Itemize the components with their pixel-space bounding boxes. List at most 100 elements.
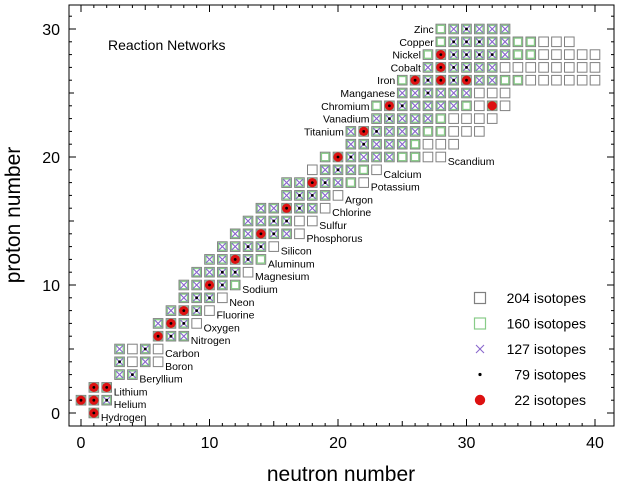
isotope-79-mark — [388, 104, 391, 108]
isotope-160-mark — [346, 178, 356, 187]
isotope-79-mark — [259, 245, 263, 249]
isotope-127-stroke — [488, 37, 497, 46]
isotope-160-mark — [526, 50, 536, 59]
isotope-160-mark — [397, 152, 407, 162]
legend-label: 204 isotopes — [507, 290, 586, 306]
isotope-79-mark — [310, 194, 314, 197]
isotope-160-mark — [526, 37, 536, 47]
element-label-vanadium: Vanadium — [323, 114, 370, 126]
isotope-160-mark — [474, 75, 484, 85]
isotope-160-mark — [449, 50, 459, 59]
isotope-127-mark — [179, 332, 188, 341]
isotope-160-mark — [346, 127, 356, 136]
isotope-79-mark — [310, 181, 314, 185]
isotope-160-mark — [230, 242, 240, 251]
y-tick-label: 30 — [42, 22, 60, 39]
isotope-127-stroke — [475, 76, 484, 85]
isotope-79-mark — [336, 155, 340, 159]
isotope-160-mark — [385, 114, 394, 123]
isotope-127-stroke — [218, 242, 227, 251]
marks-layer — [75, 23, 601, 419]
isotope-127-stroke — [334, 178, 342, 187]
isotope-204-mark — [242, 266, 254, 278]
isotope-127-mark — [321, 191, 330, 200]
isotope-204-mark — [474, 126, 485, 137]
isotope-127-stroke — [449, 89, 458, 97]
isotope-160-mark — [217, 280, 227, 290]
isotope-204-mark — [358, 164, 369, 176]
isotope-127-stroke — [398, 114, 407, 123]
isotope-127-stroke — [179, 332, 188, 341]
isotope-160-mark — [436, 101, 446, 111]
x-tick-label: 40 — [586, 435, 604, 452]
isotope-79-mark — [465, 53, 468, 56]
isotope-127-mark — [192, 281, 201, 289]
isotope-160-mark — [449, 101, 459, 111]
isotope-160-mark — [410, 152, 420, 162]
isotope-127-mark — [218, 242, 227, 251]
isotope-127-mark — [385, 127, 394, 136]
isotope-127-mark — [501, 37, 510, 46]
isotope-79-mark — [169, 322, 173, 325]
isotope-160-mark — [487, 24, 497, 34]
isotope-204-mark — [564, 62, 575, 73]
isotope-160-mark — [243, 216, 253, 226]
isotope-127-mark — [411, 101, 420, 110]
isotope-127-mark — [449, 25, 458, 33]
isotope-204-mark — [371, 100, 382, 112]
isotope-160-mark — [474, 37, 484, 47]
isotope-160-mark — [243, 229, 253, 239]
element-label-phosphorus: Phosphorus — [306, 233, 362, 245]
element-label-nickel: Nickel — [392, 50, 421, 62]
isotope-204-mark — [589, 49, 601, 60]
isotope-160-mark — [513, 75, 523, 85]
isotope-127-stroke — [205, 268, 214, 277]
isotope-204-mark — [474, 100, 485, 112]
isotope-79-mark — [439, 66, 443, 69]
isotope-204-mark — [448, 138, 459, 150]
isotope-160-mark — [128, 370, 137, 379]
legend-square-icon — [473, 317, 487, 330]
isotope-160-mark — [205, 255, 214, 264]
isotope-204-mark — [396, 74, 408, 86]
isotope-204-mark — [422, 151, 434, 163]
isotope-160-mark — [372, 127, 381, 136]
isotope-160-mark — [359, 165, 369, 175]
isotope-127-mark — [372, 140, 381, 149]
isotope-79-mark — [452, 53, 456, 56]
isotope-127-stroke — [372, 140, 381, 149]
isotope-79-mark — [426, 91, 430, 95]
isotope-127-stroke — [423, 101, 432, 110]
isotope-160-mark — [474, 24, 484, 34]
isotope-160-mark — [449, 88, 459, 98]
isotope-160-mark — [372, 152, 381, 162]
isotope-160-mark — [410, 114, 420, 123]
isotope-127-stroke — [231, 229, 240, 238]
isotope-79-mark — [272, 232, 276, 236]
isotope-204-mark — [564, 36, 575, 48]
isotope-160-mark — [243, 255, 253, 264]
isotope-127-mark — [321, 165, 330, 174]
isotope-160-mark — [269, 216, 279, 226]
isotope-160-mark — [436, 88, 446, 98]
isotope-79-mark — [246, 245, 250, 249]
isotope-204-mark — [576, 62, 588, 73]
isotope-204-mark — [127, 343, 138, 355]
isotope-127-stroke — [115, 370, 124, 379]
isotope-127-mark — [372, 114, 381, 123]
isotope-160-mark — [436, 114, 446, 123]
isotope-127-mark — [308, 204, 317, 213]
isotope-204-mark — [422, 49, 434, 60]
x-tick-label: 20 — [329, 435, 347, 452]
isotope-204-mark — [409, 151, 421, 163]
isotope-127-mark — [372, 153, 381, 161]
isotope-127-stroke — [282, 191, 291, 200]
isotope-160-mark — [166, 331, 176, 341]
isotope-204-mark — [564, 49, 575, 60]
isotope-127-mark — [398, 114, 407, 123]
chart-title: Reaction Networks — [108, 37, 226, 53]
element-label-manganese: Manganese — [340, 88, 395, 100]
legend: 204 isotopes 160 isotopes 127 isotopes 79 i… — [473, 290, 586, 408]
isotope-204-mark — [127, 356, 138, 368]
isotope-127-stroke — [346, 165, 355, 174]
